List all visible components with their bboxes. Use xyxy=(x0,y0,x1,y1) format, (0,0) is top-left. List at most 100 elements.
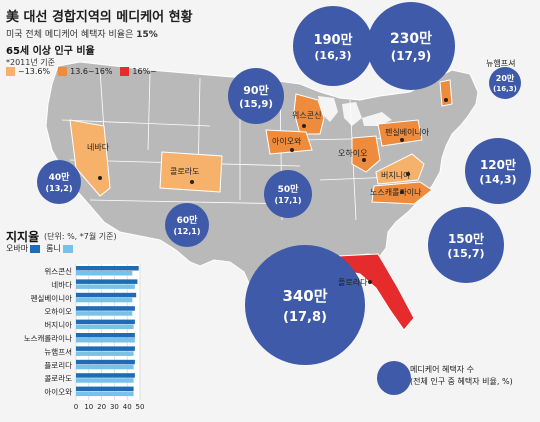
bubble-pct: (16,3) xyxy=(314,49,351,62)
chart-bar-obama xyxy=(76,306,135,311)
legend-label: ~13.6% xyxy=(18,67,51,76)
chart-category-label: 콜로라도 xyxy=(44,374,72,383)
chart-bar-obama xyxy=(76,292,137,298)
bubble-pct: (15,7) xyxy=(447,247,484,260)
chart-category-label: 뉴햄프셔 xyxy=(44,346,72,356)
chart-bar-obama xyxy=(76,319,135,325)
chart-category-label: 오하이오 xyxy=(44,306,72,316)
chart-bar-romney xyxy=(76,391,134,397)
chart-bar-romney xyxy=(76,378,134,383)
state-버지니아 xyxy=(375,153,425,185)
state-label-노스캐롤라이나: 노스캐롤라이나 xyxy=(370,187,422,197)
state-아이오와 xyxy=(265,129,313,155)
legend-item: 13.6~16% xyxy=(58,67,112,76)
legend-item: 16%~ xyxy=(120,67,157,76)
chart-bar-romney xyxy=(76,311,133,316)
subtitle-text: 미국 전체 메디케어 혜택자 비율은 xyxy=(6,30,137,40)
bubble-아이오와: 50만 (17,1) xyxy=(264,170,312,218)
legend-swatch xyxy=(120,67,130,76)
chart-category-label: 아이오와 xyxy=(44,387,72,397)
bubble-노스캐롤라이나: 150만 (15,7) xyxy=(428,207,504,283)
state-label-콜로라도: 콜로라도 xyxy=(170,167,199,176)
legend-romney-label: 롬니 xyxy=(46,244,61,253)
romney-swatch xyxy=(62,244,73,253)
chart-tick-label: 10 xyxy=(84,403,93,411)
chart-category-label: 네바다 xyxy=(51,279,72,289)
state-labels: 네바다 콜로라도 위스콘신 아이오와 오하이오 펜실베이니아 뉴햄프셔 버지니아… xyxy=(87,58,515,287)
bubble-위스콘신: 90만 (15,9) xyxy=(228,68,284,124)
state-label-버지니아: 버지니아 xyxy=(381,170,411,180)
bubble-네바다: 40만 (13,2) xyxy=(37,160,81,204)
chart-bar-romney xyxy=(76,271,133,276)
state-label-오하이오: 오하이오 xyxy=(338,148,367,158)
bubble-count: 50만 xyxy=(278,183,300,195)
state-펜실베이니아 xyxy=(377,119,423,147)
party-legend: 오바마 롬니 xyxy=(6,243,73,254)
bubble-버지니아: 120만 (14,3) xyxy=(465,138,531,204)
support-note: (단위: %, *7월 기준) xyxy=(44,232,117,241)
page-title: 美 대선 경합지역의 메디케어 현황 xyxy=(6,10,193,25)
page-subtitle: 미국 전체 메디케어 혜택자 비율은 15% xyxy=(6,27,158,40)
state-label-위스콘신: 위스콘신 xyxy=(292,111,321,120)
chart-bar-romney xyxy=(76,338,135,343)
chart-category-label: 펜실베이니아 xyxy=(31,293,72,303)
state-뉴햄프셔 xyxy=(439,79,453,107)
bubble-pct: (15,9) xyxy=(239,99,273,110)
bubble-펜실베이니아: 230만 (17,9) xyxy=(367,2,455,90)
legend-romney: 롬니 xyxy=(46,243,73,254)
bubble-count: 20만 xyxy=(496,73,515,83)
chart-bar-romney xyxy=(76,297,133,303)
bubble-pct: (17,1) xyxy=(274,196,301,205)
obama-swatch xyxy=(30,244,41,253)
bubble-pct: (12,1) xyxy=(173,227,200,236)
legend-label: 13.6~16% xyxy=(70,67,113,76)
bubble-count: 90만 xyxy=(243,83,268,97)
legend-label: 16%~ xyxy=(132,67,157,76)
marker-아이오와 xyxy=(290,148,294,152)
chart-category-label: 노스캐롤라이나 xyxy=(24,333,72,343)
chart-tick-label: 40 xyxy=(123,403,132,411)
state-label-뉴햄프셔: 뉴햄프셔 xyxy=(486,58,515,68)
marker-위스콘신 xyxy=(302,124,306,128)
bubble-count: 40만 xyxy=(49,171,71,183)
chart-bar-obama xyxy=(76,279,138,284)
chart-bar-obama xyxy=(76,386,134,392)
chart-category-label: 플로리다 xyxy=(44,361,72,370)
chart-bar-obama xyxy=(76,373,135,378)
state-label-펜실베이니아: 펜실베이니아 xyxy=(385,127,430,137)
bubble-count: 340만 xyxy=(282,287,327,305)
legend-note: *2011년 기준 xyxy=(6,58,55,67)
lake xyxy=(342,102,362,126)
chart-tick-label: 20 xyxy=(97,403,106,411)
marker-플로리다 xyxy=(368,280,372,284)
footnote-line1: 메디케어 혜택자 수 xyxy=(410,365,474,374)
bubble-count: 230만 xyxy=(390,31,432,47)
marker-버지니아 xyxy=(406,172,410,176)
state-위스콘신 xyxy=(293,93,325,135)
bubble-플로리다: 340만 (17,8) xyxy=(245,245,365,365)
marker-노스캐롤라이나 xyxy=(400,190,404,194)
support-title: 지지율 xyxy=(6,230,40,244)
legend-item: ~13.6% xyxy=(6,67,50,76)
bubble-count: 190만 xyxy=(313,32,352,48)
bubble-오하이오: 190만 (16,3) xyxy=(293,6,373,86)
chart-bar-obama xyxy=(76,333,135,338)
chart-bar-romney xyxy=(76,351,134,356)
chart-bar-obama xyxy=(76,266,139,271)
marker-오하이오 xyxy=(362,158,366,162)
bubble-count: 150만 xyxy=(448,231,484,246)
lake xyxy=(362,112,392,126)
state-콜로라도 xyxy=(159,151,223,193)
state-오하이오 xyxy=(351,135,381,173)
footnote: 메디케어 혜택자 수 (전체 인구 중 혜택자 비율, %) xyxy=(410,364,513,388)
legend-obama-label: 오바마 xyxy=(6,244,29,253)
chart-tick-label: 30 xyxy=(110,403,119,411)
legend-obama: 오바마 xyxy=(6,243,41,254)
bubble-pct: (16,3) xyxy=(493,85,517,93)
bubble-count: 120만 xyxy=(480,157,516,172)
bubble-pct: (17,9) xyxy=(391,49,432,63)
bubble-count: 60만 xyxy=(177,214,199,226)
chart-bar-romney xyxy=(76,324,134,330)
